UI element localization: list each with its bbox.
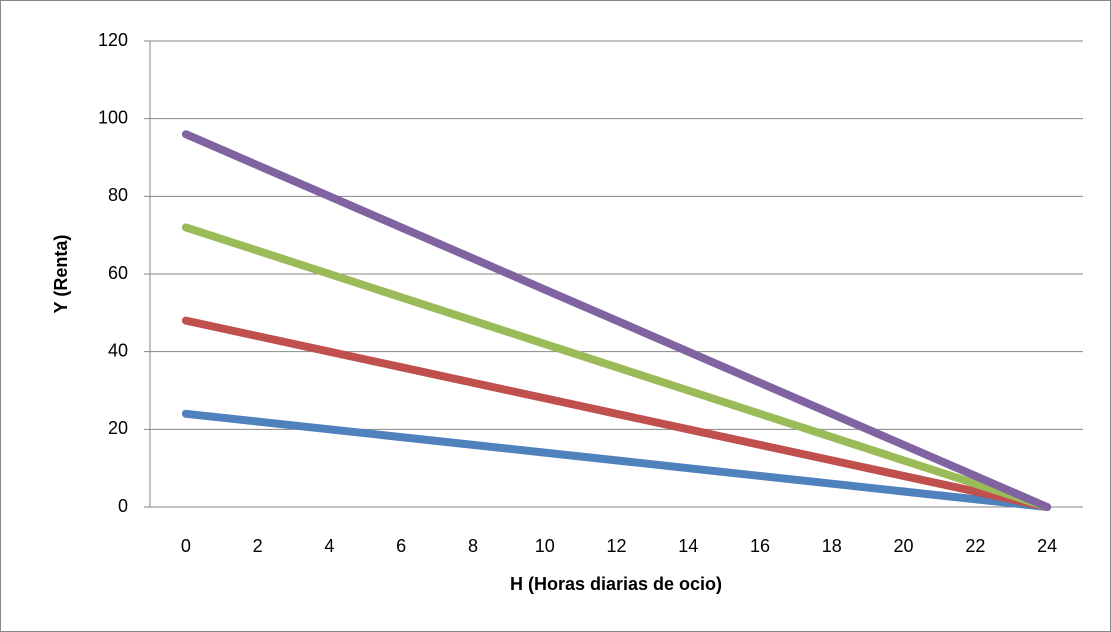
y-tick-label: 100 [98,107,128,127]
x-tick-label: 2 [253,536,263,556]
y-tick-label: 0 [118,496,128,516]
x-tick-label: 18 [822,536,842,556]
series-line [181,316,1052,511]
x-tick-label: 20 [894,536,914,556]
x-tick-label: 24 [1037,536,1057,556]
x-tick-label: 14 [678,536,698,556]
x-tick-label: 6 [396,536,406,556]
x-tick-label: 16 [750,536,770,556]
x-axis-title: H (Horas diarias de ocio) [510,574,722,594]
x-tick-label: 22 [965,536,985,556]
y-tick-label: 20 [108,418,128,438]
x-tick-label: 0 [181,536,191,556]
x-tick-label: 4 [324,536,334,556]
series-line [181,130,1052,511]
x-tick-label: 10 [535,536,555,556]
series-line [181,409,1052,511]
y-axis-title: Y (Renta) [51,235,71,314]
y-tick-label: 120 [98,30,128,50]
x-tick-label: 12 [606,536,626,556]
y-tick-label: 40 [108,340,128,360]
y-tick-label: 60 [108,263,128,283]
y-tick-label: 80 [108,185,128,205]
x-tick-label: 8 [468,536,478,556]
series-line [181,223,1052,511]
